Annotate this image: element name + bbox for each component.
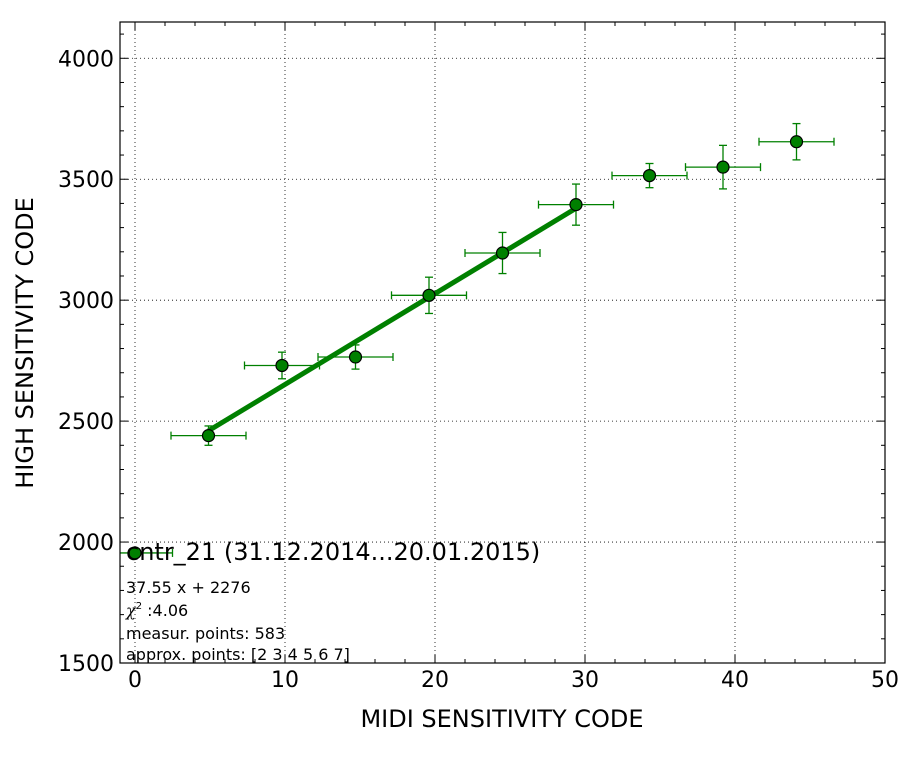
y-tick-label: 4000 (58, 47, 114, 72)
data-points (120, 122, 835, 560)
minor-ticks (120, 22, 886, 664)
data-point (348, 350, 363, 364)
x-tick-label: 0 (128, 668, 142, 693)
chi-value: :4.06 (142, 601, 188, 620)
chi-square: χ2 :4.06 (125, 601, 188, 620)
data-point (495, 246, 510, 260)
x-tick-label: 40 (721, 668, 749, 693)
x-tick-label: 30 (571, 668, 599, 693)
data-point (569, 198, 583, 212)
data-point (642, 168, 657, 183)
y-axis-label: HIGH SENSITIVITY CODE (11, 197, 39, 489)
x-axis-label: MIDI SENSITIVITY CODE (360, 705, 643, 733)
data-point (789, 135, 804, 149)
plot-frame (119, 21, 886, 664)
tick-labels: 0 10 20 30 40 50 1500 2000 2500 3000 3500 4000 (58, 47, 899, 693)
fit-equation: 37.55 x + 2276 (126, 578, 251, 597)
y-tick-label: 2000 (58, 531, 114, 556)
fit-line-group (207, 206, 578, 433)
chi-symbol: χ (125, 601, 137, 620)
data-point (275, 358, 289, 373)
chi-power: 2 (136, 601, 142, 612)
y-tick-label: 1500 (58, 652, 114, 677)
y-tick-label: 2500 (58, 410, 114, 435)
data-point (422, 288, 436, 302)
data-point (201, 429, 216, 443)
approx-points: approx. points: [2 3 4 5 6 7] (126, 645, 350, 664)
legend-label: cntr_21 (31.12.2014...20.01.2015) (126, 538, 540, 566)
x-tick-label: 50 (871, 668, 899, 693)
x-tick-label: 20 (421, 668, 449, 693)
grid-lines (120, 22, 885, 663)
fit-line (207, 206, 578, 433)
x-tick-label: 10 (271, 668, 299, 693)
data-point (128, 546, 142, 560)
data-point (716, 160, 730, 174)
y-tick-label: 3000 (58, 289, 114, 314)
measurement-points: measur. points: 583 (126, 624, 285, 643)
y-tick-label: 3500 (58, 168, 114, 193)
